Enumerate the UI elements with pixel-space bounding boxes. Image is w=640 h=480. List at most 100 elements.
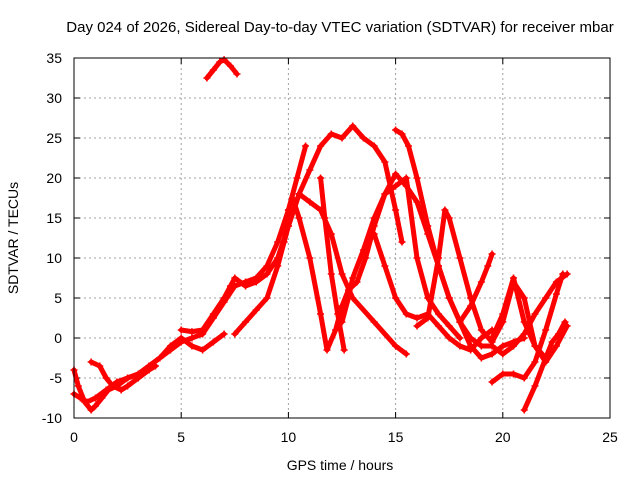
data-point bbox=[327, 270, 335, 278]
data-point bbox=[117, 386, 125, 394]
data-point bbox=[467, 334, 475, 342]
data-point bbox=[445, 334, 453, 342]
data-point bbox=[392, 206, 400, 214]
y-tick-label: 25 bbox=[46, 130, 62, 146]
data-point bbox=[306, 198, 314, 206]
data-point bbox=[338, 134, 346, 142]
data-point bbox=[413, 254, 421, 262]
data-point bbox=[559, 270, 567, 278]
x-tick-label: 25 bbox=[602, 429, 618, 445]
data-point bbox=[392, 342, 400, 350]
data-point bbox=[177, 326, 185, 334]
data-point bbox=[392, 170, 400, 178]
x-tick-label: 15 bbox=[388, 429, 404, 445]
data-point bbox=[520, 294, 528, 302]
data-point bbox=[220, 330, 228, 338]
data-point bbox=[370, 318, 378, 326]
data-point bbox=[542, 354, 550, 362]
data-point bbox=[220, 56, 228, 64]
data-point bbox=[317, 174, 325, 182]
series-track-3 bbox=[87, 358, 159, 394]
data-point bbox=[477, 326, 485, 334]
data-point bbox=[381, 158, 389, 166]
data-point bbox=[413, 174, 421, 182]
x-axis-label: GPS time / hours bbox=[287, 457, 394, 473]
x-tick-label: 5 bbox=[177, 429, 185, 445]
data-point bbox=[74, 382, 82, 390]
series-track-13 bbox=[456, 250, 496, 326]
data-point bbox=[398, 130, 406, 138]
plot-frame bbox=[73, 57, 611, 419]
data-point bbox=[499, 342, 507, 350]
data-point bbox=[293, 174, 301, 182]
x-tick-label: 0 bbox=[70, 429, 78, 445]
y-axis-label: SDTVAR / TECUs bbox=[5, 182, 21, 294]
data-point bbox=[284, 206, 292, 214]
data-point bbox=[209, 310, 217, 318]
series-track-5 bbox=[203, 56, 241, 82]
series-track-14 bbox=[488, 270, 567, 386]
data-point bbox=[166, 342, 174, 350]
data-point bbox=[467, 346, 475, 354]
y-tick-label: 15 bbox=[46, 210, 62, 226]
series-track-8 bbox=[317, 174, 348, 354]
data-point bbox=[477, 342, 485, 350]
series-line bbox=[521, 319, 568, 413]
data-point bbox=[220, 294, 228, 302]
data-point bbox=[151, 362, 159, 370]
data-point bbox=[456, 334, 464, 342]
data-point bbox=[216, 58, 224, 66]
data-point bbox=[392, 294, 400, 302]
data-point bbox=[392, 182, 400, 190]
data-point bbox=[484, 262, 492, 270]
data-point bbox=[209, 338, 217, 346]
data-point bbox=[274, 238, 282, 246]
data-point bbox=[370, 214, 378, 222]
data-point bbox=[317, 310, 325, 318]
data-point bbox=[413, 198, 421, 206]
data-point bbox=[295, 214, 303, 222]
data-point bbox=[402, 174, 410, 182]
data-point bbox=[488, 250, 496, 258]
data-point bbox=[488, 378, 496, 386]
data-point bbox=[274, 258, 282, 266]
data-point bbox=[542, 294, 550, 302]
y-tick-label: 5 bbox=[54, 290, 62, 306]
data-point bbox=[280, 238, 288, 246]
data-point bbox=[381, 190, 389, 198]
data-point bbox=[199, 326, 207, 334]
data-point bbox=[370, 142, 378, 150]
chart-title: Day 024 of 2026, Sidereal Day-to-day VTE… bbox=[66, 19, 613, 36]
data-point bbox=[344, 294, 352, 302]
data-point bbox=[499, 370, 507, 378]
y-tick-label: 30 bbox=[46, 90, 62, 106]
data-series bbox=[70, 56, 571, 414]
data-point bbox=[542, 326, 550, 334]
data-point bbox=[456, 254, 464, 262]
data-point bbox=[370, 230, 378, 238]
data-point bbox=[552, 342, 560, 350]
data-point bbox=[134, 374, 142, 382]
data-point bbox=[392, 126, 400, 134]
data-point bbox=[477, 334, 485, 342]
data-point bbox=[488, 334, 496, 342]
data-point bbox=[488, 350, 496, 358]
series-line bbox=[371, 231, 495, 353]
data-point bbox=[96, 362, 104, 370]
data-point bbox=[445, 294, 453, 302]
data-point bbox=[227, 282, 235, 290]
data-point bbox=[98, 394, 106, 402]
data-point bbox=[263, 270, 271, 278]
x-tick-label: 20 bbox=[495, 429, 511, 445]
data-point bbox=[188, 342, 196, 350]
data-point bbox=[520, 374, 528, 382]
data-point bbox=[531, 382, 539, 390]
data-point bbox=[188, 334, 196, 342]
data-point bbox=[456, 318, 464, 326]
data-point bbox=[306, 166, 314, 174]
data-point bbox=[510, 342, 518, 350]
data-point bbox=[177, 334, 185, 342]
data-point bbox=[531, 342, 539, 350]
series-line bbox=[393, 127, 570, 357]
data-point bbox=[321, 214, 329, 222]
